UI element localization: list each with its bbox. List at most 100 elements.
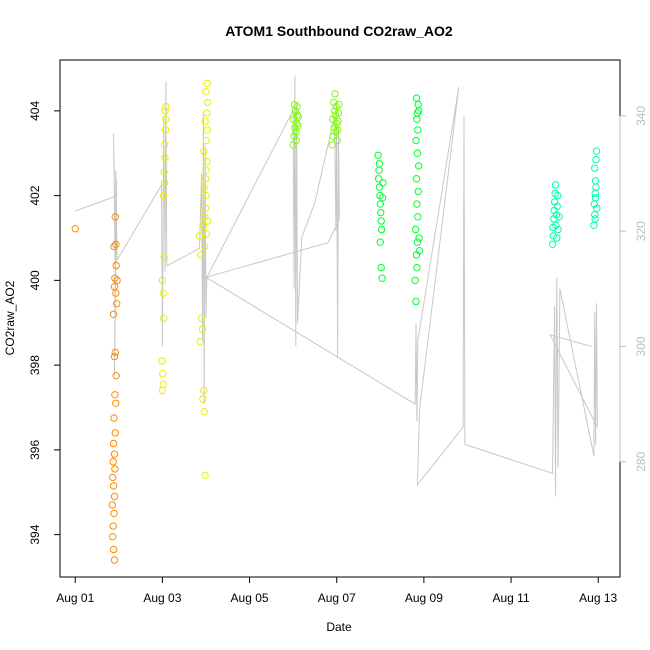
data-point — [328, 141, 337, 149]
right-y-tick-label: 300 — [634, 336, 648, 356]
data-point — [158, 386, 167, 395]
data-point — [375, 166, 383, 174]
data-point — [110, 492, 119, 501]
data-point — [161, 153, 169, 162]
data-point — [110, 283, 119, 291]
x-axis: Aug 01 Aug 03 Aug 05 Aug 07 Aug 09 Aug 11 Aug … — [56, 576, 618, 605]
y-tick-label: 400 — [28, 270, 42, 290]
data-point — [203, 158, 211, 166]
data-point — [593, 204, 601, 213]
data-point — [548, 240, 557, 249]
data-point — [414, 100, 422, 109]
data-point — [111, 348, 120, 357]
data-point — [109, 439, 118, 448]
y-tick-label: 402 — [28, 185, 42, 205]
data-point — [591, 177, 600, 185]
data-point — [204, 98, 212, 107]
data-point — [111, 465, 119, 473]
data-point — [333, 126, 342, 134]
data-point — [411, 225, 420, 234]
y-tick-label: 398 — [28, 355, 42, 375]
y-axis-label: CO2raw_AO2 — [3, 280, 17, 355]
data-point — [112, 240, 120, 249]
data-point — [109, 482, 118, 490]
data-point — [377, 263, 385, 272]
data-point — [110, 242, 118, 251]
data-point — [203, 109, 211, 117]
data-point — [201, 175, 210, 183]
data-point — [201, 117, 209, 126]
data-point — [111, 391, 119, 399]
data-point — [553, 202, 561, 210]
data-point — [202, 136, 211, 145]
x-tick-label: Aug 09 — [405, 591, 443, 605]
right-y-tick-label: 280 — [634, 451, 648, 471]
data-point — [415, 234, 423, 242]
data-point — [113, 276, 121, 285]
plot-area-frame — [59, 59, 621, 578]
data-point — [160, 191, 168, 200]
data-point — [411, 276, 419, 285]
data-point — [414, 213, 422, 221]
data-point — [294, 122, 302, 130]
data-point — [160, 141, 169, 149]
data-point — [195, 232, 204, 240]
data-point — [200, 183, 208, 191]
x-tick-label: Aug 07 — [318, 591, 356, 605]
data-point — [592, 155, 600, 164]
data-point — [203, 79, 212, 88]
data-point — [110, 450, 119, 458]
data-point — [377, 208, 385, 217]
data-point — [109, 310, 118, 318]
data-point — [160, 168, 168, 177]
data-point — [413, 149, 422, 157]
data-point — [109, 458, 117, 466]
series-4 — [548, 147, 601, 249]
data-point — [158, 357, 166, 365]
data-point — [591, 194, 600, 202]
data-point — [551, 181, 560, 189]
data-point — [334, 109, 343, 117]
data-point — [331, 90, 339, 98]
data-point — [414, 126, 422, 134]
data-point — [374, 151, 382, 160]
data-point — [109, 545, 118, 554]
data-point — [290, 132, 298, 141]
data-point — [376, 200, 384, 208]
data-point — [110, 556, 119, 564]
data-point — [413, 109, 422, 117]
right-series-line — [75, 75, 598, 497]
data-point — [413, 238, 422, 246]
data-point — [113, 300, 121, 308]
data-point — [199, 395, 207, 403]
data-point — [202, 166, 210, 174]
data-point — [112, 372, 120, 380]
data-point — [552, 221, 560, 230]
data-point — [292, 128, 300, 136]
data-point — [200, 147, 208, 155]
data-point — [111, 429, 120, 437]
chart-title: ATOM1 Southbound CO2raw_AO2 — [225, 23, 453, 39]
data-point — [378, 274, 386, 282]
data-point — [198, 325, 207, 333]
data-point — [199, 221, 208, 230]
x-tick-label: Aug 11 — [492, 591, 529, 605]
data-point — [374, 175, 383, 183]
data-point — [413, 200, 421, 208]
data-point — [413, 115, 421, 124]
data-point — [333, 136, 341, 145]
data-point — [414, 187, 422, 196]
data-point — [378, 194, 387, 202]
data-point — [201, 242, 209, 251]
data-point — [415, 162, 423, 170]
series-1 — [158, 79, 212, 479]
x-axis-label: Date — [326, 620, 352, 634]
right-y-axis: 280 300 320 340 — [619, 106, 648, 472]
data-point — [71, 225, 80, 233]
data-point — [335, 100, 343, 109]
y-tick-label: 396 — [28, 440, 42, 460]
data-point — [555, 213, 563, 221]
data-point — [412, 175, 421, 183]
data-point — [111, 274, 119, 282]
data-point — [110, 352, 119, 361]
